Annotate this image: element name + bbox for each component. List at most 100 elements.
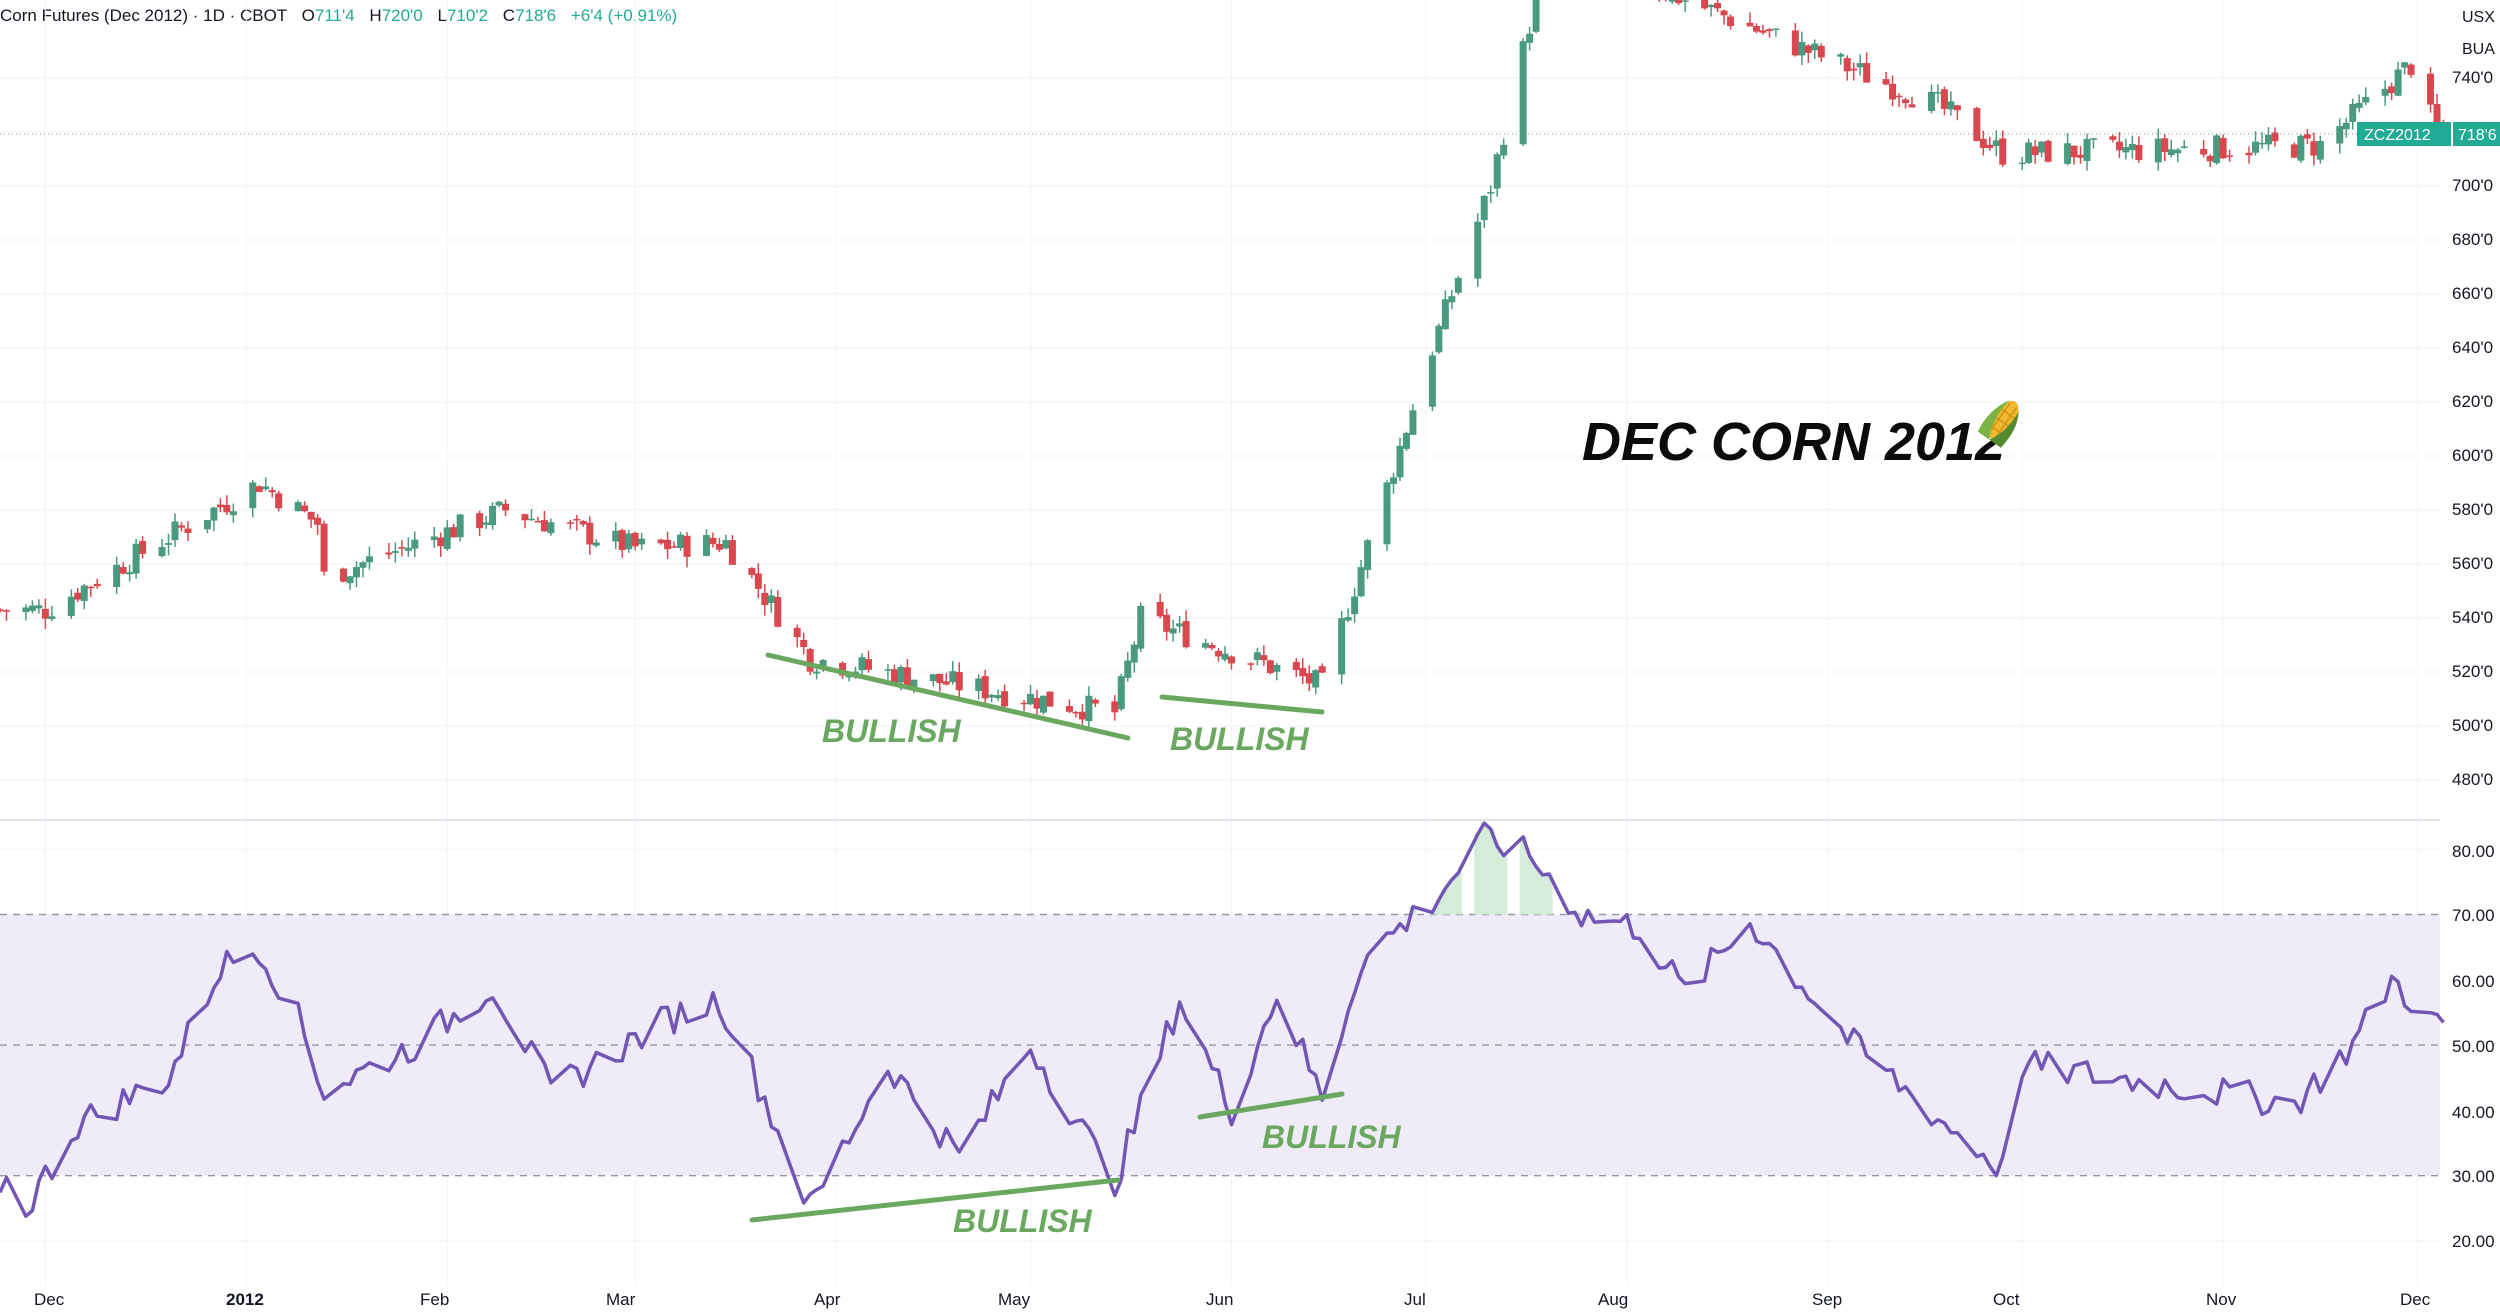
candle-body: [1344, 616, 1352, 621]
candle-body: [1720, 10, 1728, 16]
candle-body: [1260, 655, 1268, 661]
candle-body: [2355, 102, 2363, 108]
candle-body: [657, 539, 665, 544]
candle-body: [2342, 122, 2350, 130]
candle-body: [1299, 668, 1307, 677]
candle-body: [1389, 477, 1397, 484]
candle-body: [566, 522, 574, 524]
candle-body: [955, 672, 963, 691]
candle-body: [1804, 45, 1812, 53]
candle-body: [2245, 152, 2253, 156]
open-value: 711'4: [314, 6, 355, 25]
chart-title: DEC CORN 2012: [1582, 412, 2005, 472]
candle-body: [2174, 149, 2182, 154]
candle-body: [22, 607, 30, 613]
last-price-value: 718'6: [2458, 127, 2497, 144]
candle-body: [2031, 146, 2039, 155]
last-price-tag: ZCZ2012 718'6: [2357, 122, 2500, 146]
candle-body: [1046, 691, 1054, 707]
candle-body: [1999, 138, 2007, 165]
price-tick: 620'0: [2452, 392, 2493, 411]
rsi-tick: 80.00: [2452, 842, 2495, 861]
candle-body: [1033, 697, 1041, 709]
candle-body: [884, 669, 892, 671]
candle-body: [592, 542, 600, 546]
candle-body: [709, 537, 717, 545]
candle-body: [1889, 83, 1897, 100]
candle-body: [1318, 666, 1326, 673]
price-tick: 680'0: [2452, 230, 2493, 249]
candle-body: [1526, 33, 1534, 43]
candle-body: [2303, 134, 2311, 139]
candle-body: [981, 676, 989, 699]
candle-body: [2044, 140, 2052, 162]
date-tick: Feb: [420, 1290, 449, 1309]
candle-body: [352, 567, 360, 578]
candle-body: [702, 535, 710, 556]
candle-body: [1752, 25, 1760, 32]
candle-body: [800, 640, 808, 647]
candle-body: [2381, 88, 2389, 96]
candle-body: [767, 595, 775, 603]
candle-body: [1020, 702, 1028, 705]
candle-body: [1156, 601, 1164, 617]
candle-body: [1519, 41, 1527, 145]
candle-body: [177, 525, 185, 528]
candle-body: [1364, 540, 1372, 570]
candle-body: [255, 486, 263, 492]
candle-body: [476, 513, 484, 529]
candle-body: [1072, 712, 1080, 714]
candle-body: [1182, 621, 1190, 648]
corn-icon: [1977, 400, 2019, 448]
rsi-tick: 50.00: [2452, 1037, 2495, 1056]
candle-body: [2038, 141, 2046, 153]
candle-body: [93, 583, 101, 587]
candle-body: [385, 552, 393, 555]
candle-body: [216, 504, 224, 508]
candle-body: [482, 522, 490, 525]
candle-body: [845, 675, 853, 678]
candle-body: [262, 486, 270, 490]
candle-body: [683, 535, 691, 557]
candle-body: [1409, 410, 1417, 435]
candle-body: [1895, 95, 1903, 98]
bullish-label-4: BULLISH: [953, 1203, 1093, 1239]
candle-body: [268, 490, 276, 493]
rsi-line: [0, 821, 2445, 1218]
candle-body: [320, 523, 328, 572]
candle-body: [2349, 103, 2357, 122]
candle-body: [74, 592, 82, 600]
date-tick: Jul: [1404, 1290, 1426, 1309]
high-value: 720'0: [381, 6, 423, 25]
symbol-title: Corn Futures (Dec 2012) · 1D · CBOT: [0, 6, 287, 25]
candle-body: [664, 539, 672, 550]
candle-body: [275, 493, 283, 509]
candle-body: [1163, 614, 1171, 632]
change-value: +6'4 (+0.91%): [570, 6, 678, 25]
candle-body: [1227, 656, 1235, 664]
candle-body: [2219, 137, 2227, 159]
candle-body: [527, 518, 535, 521]
candle-body: [203, 520, 211, 530]
candle-body: [2336, 126, 2344, 144]
candle-body: [411, 539, 419, 549]
candle-body: [1065, 706, 1073, 712]
candle-body: [547, 522, 555, 534]
trendline-3: [749, 1177, 1121, 1223]
price-tick: 660'0: [2452, 284, 2493, 303]
price-axis: USX BUA 740'0 700'0 680'0 660'0 640'0 62…: [2452, 9, 2495, 789]
price-tick: 740'0: [2452, 68, 2493, 87]
candle-body: [2167, 149, 2175, 156]
candle-body: [819, 660, 827, 669]
candle-body: [1759, 30, 1767, 33]
candle-body: [2316, 141, 2324, 160]
candle-body: [314, 517, 322, 525]
candle-body: [2089, 138, 2097, 140]
candle-body: [1850, 68, 1858, 71]
candle-body: [1986, 144, 1994, 148]
candle-body: [307, 511, 315, 520]
candle-body: [158, 547, 166, 557]
candle-body: [1176, 623, 1184, 627]
candle-body: [1448, 296, 1456, 303]
